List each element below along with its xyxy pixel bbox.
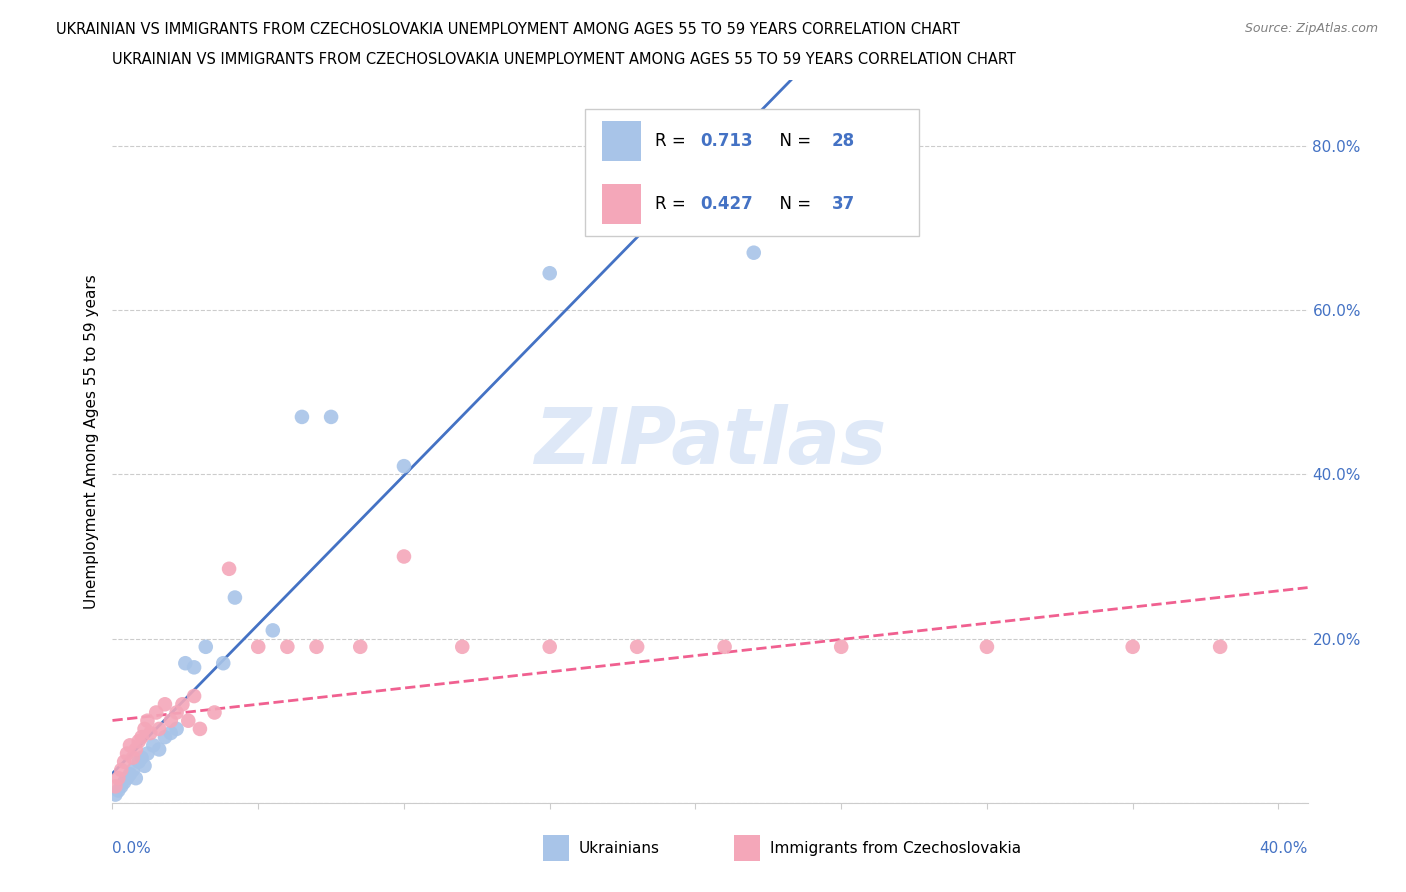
Text: UKRAINIAN VS IMMIGRANTS FROM CZECHOSLOVAKIA UNEMPLOYMENT AMONG AGES 55 TO 59 YEA: UKRAINIAN VS IMMIGRANTS FROM CZECHOSLOVA… xyxy=(56,22,960,37)
Text: Ukrainians: Ukrainians xyxy=(579,841,659,855)
Point xyxy=(142,739,165,753)
Point xyxy=(112,755,135,769)
Point xyxy=(139,726,162,740)
Point xyxy=(159,714,181,728)
FancyBboxPatch shape xyxy=(603,121,641,161)
Point xyxy=(110,763,132,777)
Point xyxy=(174,657,197,671)
Text: Source: ZipAtlas.com: Source: ZipAtlas.com xyxy=(1244,22,1378,36)
FancyBboxPatch shape xyxy=(585,109,920,235)
Point xyxy=(148,722,170,736)
Point xyxy=(218,562,240,576)
Point xyxy=(122,750,145,764)
Point xyxy=(104,788,127,802)
Text: R =: R = xyxy=(655,132,692,150)
Point xyxy=(125,771,148,785)
Point xyxy=(136,714,159,728)
Point xyxy=(118,739,141,753)
Point xyxy=(145,706,167,720)
Point xyxy=(626,640,648,654)
Point xyxy=(172,698,194,712)
Point xyxy=(224,591,246,605)
Y-axis label: Unemployment Among Ages 55 to 59 years: Unemployment Among Ages 55 to 59 years xyxy=(83,274,98,609)
Point xyxy=(1122,640,1144,654)
Point xyxy=(1209,640,1232,654)
Text: 40.0%: 40.0% xyxy=(1260,841,1308,855)
Point xyxy=(136,747,159,761)
Point xyxy=(104,780,127,794)
Point xyxy=(319,409,342,424)
Text: 0.427: 0.427 xyxy=(700,195,754,213)
Point xyxy=(131,750,153,764)
Point xyxy=(148,742,170,756)
Point xyxy=(128,755,150,769)
Point xyxy=(183,660,205,674)
Text: 0.0%: 0.0% xyxy=(112,841,152,855)
FancyBboxPatch shape xyxy=(543,835,569,861)
Point xyxy=(134,759,156,773)
Text: N =: N = xyxy=(769,132,815,150)
Point xyxy=(188,722,211,736)
Point xyxy=(194,640,217,654)
Point xyxy=(830,640,852,654)
Point xyxy=(131,730,153,744)
Point xyxy=(247,640,270,654)
Point xyxy=(153,730,176,744)
Point xyxy=(112,775,135,789)
Point xyxy=(166,706,188,720)
Point xyxy=(742,245,765,260)
Text: 28: 28 xyxy=(832,132,855,150)
Point xyxy=(166,722,188,736)
Point xyxy=(291,409,314,424)
Text: ZIPatlas: ZIPatlas xyxy=(534,403,886,480)
FancyBboxPatch shape xyxy=(603,184,641,224)
Point xyxy=(107,771,129,785)
Text: 0.713: 0.713 xyxy=(700,132,754,150)
Point xyxy=(153,698,176,712)
Point xyxy=(204,706,226,720)
Point xyxy=(134,722,156,736)
Text: N =: N = xyxy=(769,195,815,213)
Point xyxy=(159,726,181,740)
Text: 37: 37 xyxy=(832,195,855,213)
FancyBboxPatch shape xyxy=(734,835,761,861)
Point xyxy=(115,771,138,785)
Point xyxy=(212,657,235,671)
Point xyxy=(976,640,998,654)
Point xyxy=(305,640,328,654)
Point xyxy=(183,689,205,703)
Point xyxy=(349,640,371,654)
Point xyxy=(262,624,284,638)
Text: UKRAINIAN VS IMMIGRANTS FROM CZECHOSLOVAKIA UNEMPLOYMENT AMONG AGES 55 TO 59 YEA: UKRAINIAN VS IMMIGRANTS FROM CZECHOSLOVA… xyxy=(112,52,1017,67)
Point xyxy=(110,780,132,794)
Point xyxy=(276,640,298,654)
Point xyxy=(538,266,561,280)
Point xyxy=(177,714,200,728)
Point xyxy=(118,767,141,781)
Point xyxy=(392,549,415,564)
Point xyxy=(538,640,561,654)
Text: Immigrants from Czechoslovakia: Immigrants from Czechoslovakia xyxy=(770,841,1021,855)
Point xyxy=(128,734,150,748)
Point xyxy=(451,640,474,654)
Point xyxy=(115,747,138,761)
Point xyxy=(122,763,145,777)
Point xyxy=(713,640,735,654)
Point xyxy=(107,783,129,797)
Point xyxy=(392,459,415,474)
Text: R =: R = xyxy=(655,195,692,213)
Point xyxy=(125,742,148,756)
